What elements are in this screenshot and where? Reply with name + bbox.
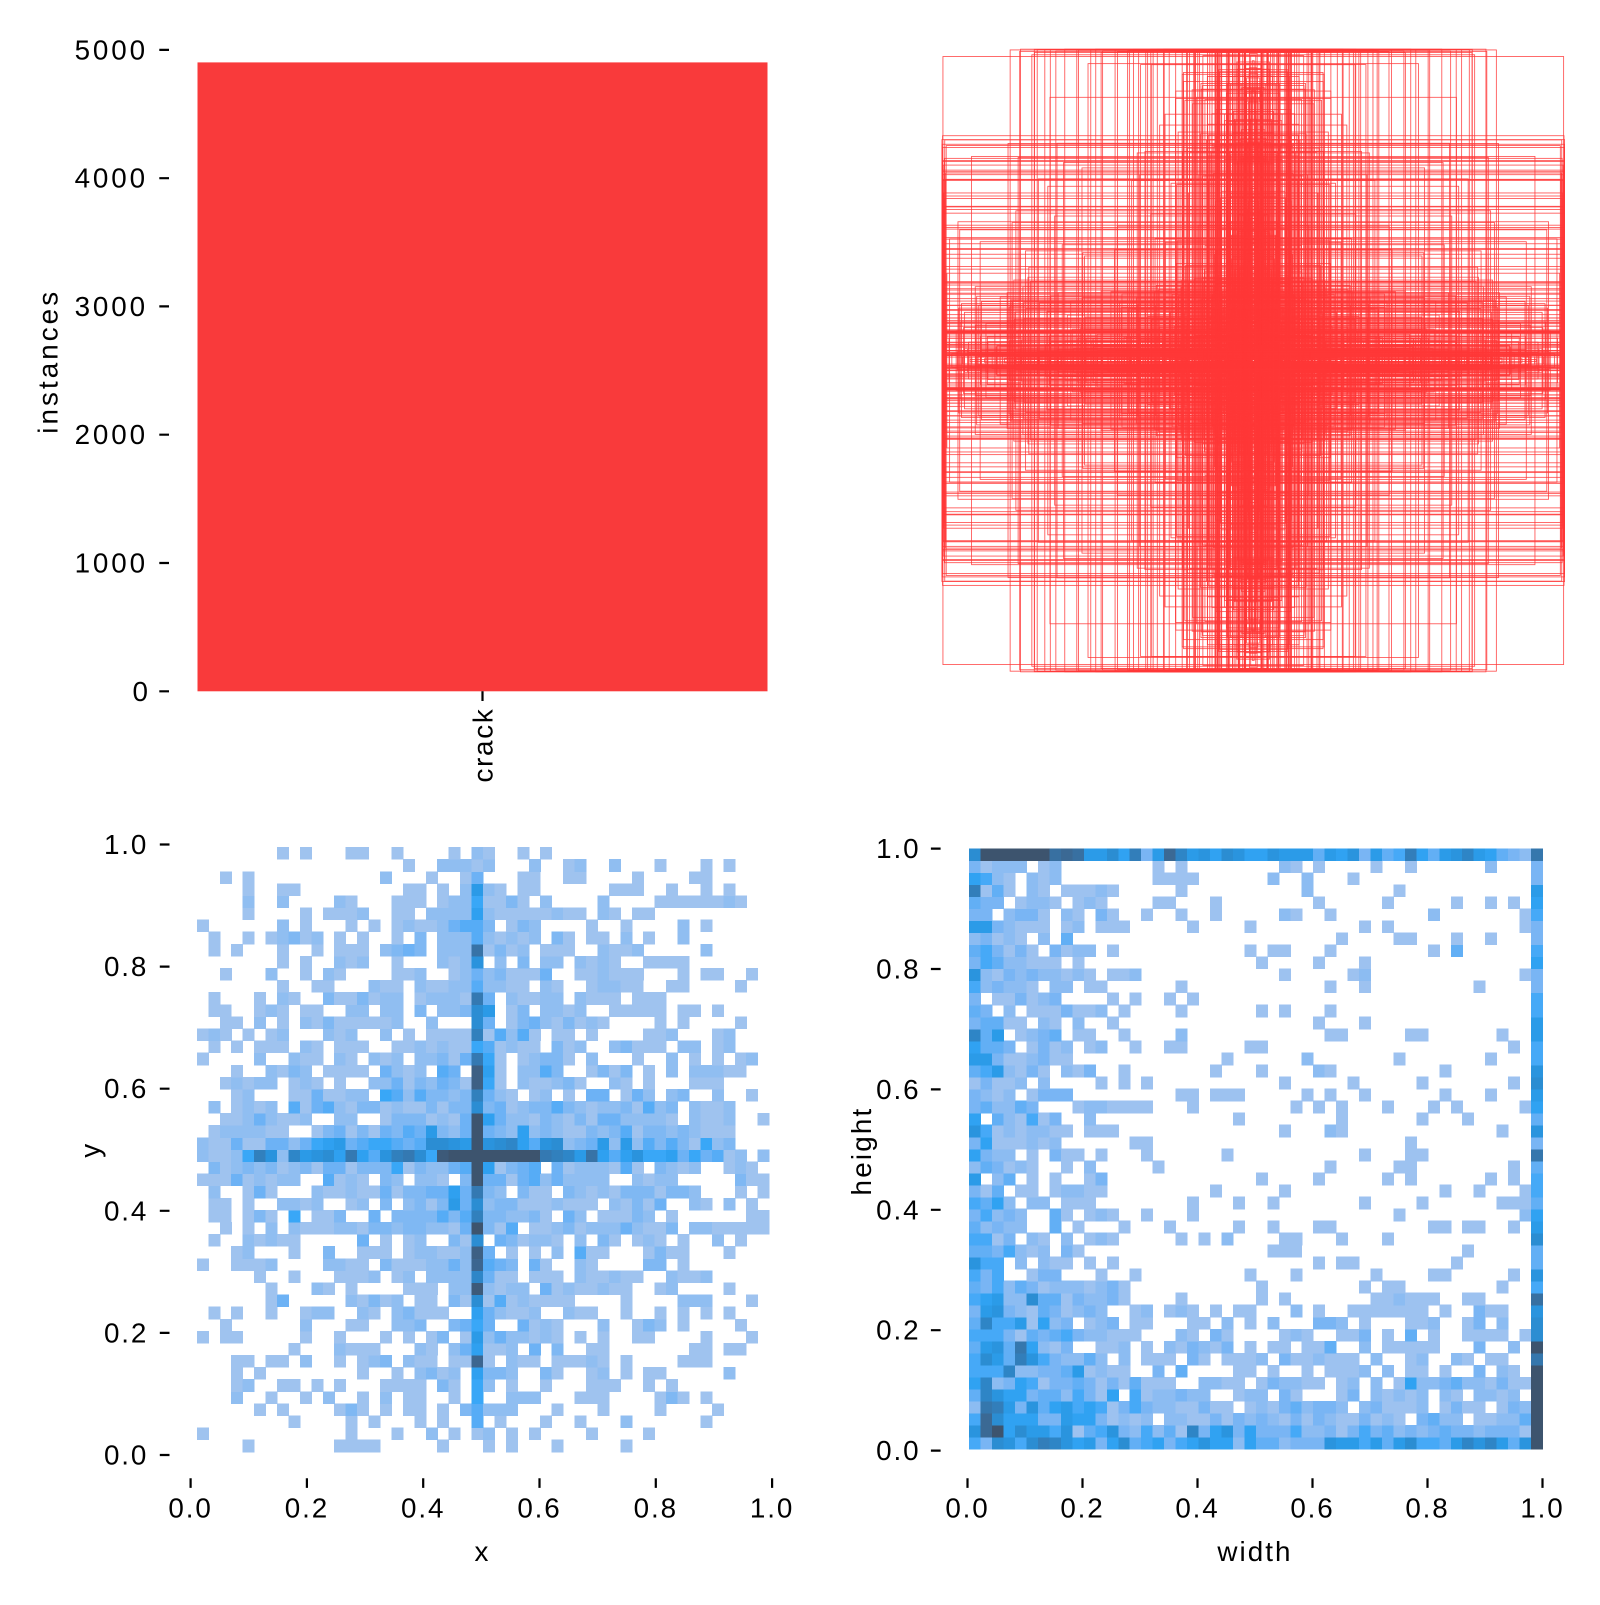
svg-text:0.6: 0.6 xyxy=(1290,1493,1334,1524)
svg-text:1.0: 1.0 xyxy=(1520,1493,1564,1524)
svg-text:0.8: 0.8 xyxy=(104,951,148,982)
svg-text:0.2: 0.2 xyxy=(1060,1493,1104,1524)
svg-text:0.0: 0.0 xyxy=(945,1493,989,1524)
svg-text:0: 0 xyxy=(133,676,148,707)
svg-text:5000: 5000 xyxy=(75,34,148,65)
svg-text:y: y xyxy=(75,1144,106,1158)
svg-text:0.6: 0.6 xyxy=(517,1493,561,1524)
svg-text:0.8: 0.8 xyxy=(1405,1493,1449,1524)
svg-text:0.8: 0.8 xyxy=(634,1493,678,1524)
svg-text:0.6: 0.6 xyxy=(104,1073,148,1104)
svg-text:height: height xyxy=(846,1107,877,1196)
svg-text:crack: crack xyxy=(467,708,498,783)
svg-text:x: x xyxy=(474,1536,488,1567)
svg-text:2000: 2000 xyxy=(75,419,148,450)
svg-text:width: width xyxy=(1216,1536,1292,1567)
svg-text:4000: 4000 xyxy=(75,163,148,194)
svg-text:0.4: 0.4 xyxy=(1175,1493,1219,1524)
svg-text:0.4: 0.4 xyxy=(401,1493,445,1524)
svg-text:instances: instances xyxy=(33,289,64,434)
svg-text:0.4: 0.4 xyxy=(104,1195,148,1226)
svg-text:0.2: 0.2 xyxy=(104,1317,148,1348)
svg-text:1.0: 1.0 xyxy=(104,829,148,860)
svg-text:0.2: 0.2 xyxy=(285,1493,329,1524)
svg-text:0.0: 0.0 xyxy=(168,1493,212,1524)
svg-text:0.6: 0.6 xyxy=(876,1074,920,1105)
svg-text:1.0: 1.0 xyxy=(750,1493,794,1524)
svg-text:1.0: 1.0 xyxy=(876,833,920,864)
svg-text:0.2: 0.2 xyxy=(876,1315,920,1346)
svg-text:0.0: 0.0 xyxy=(104,1440,148,1471)
svg-text:0.8: 0.8 xyxy=(876,954,920,985)
svg-text:1000: 1000 xyxy=(75,548,148,579)
svg-text:0.4: 0.4 xyxy=(876,1194,920,1225)
svg-text:0.0: 0.0 xyxy=(876,1435,920,1466)
svg-text:3000: 3000 xyxy=(75,291,148,322)
